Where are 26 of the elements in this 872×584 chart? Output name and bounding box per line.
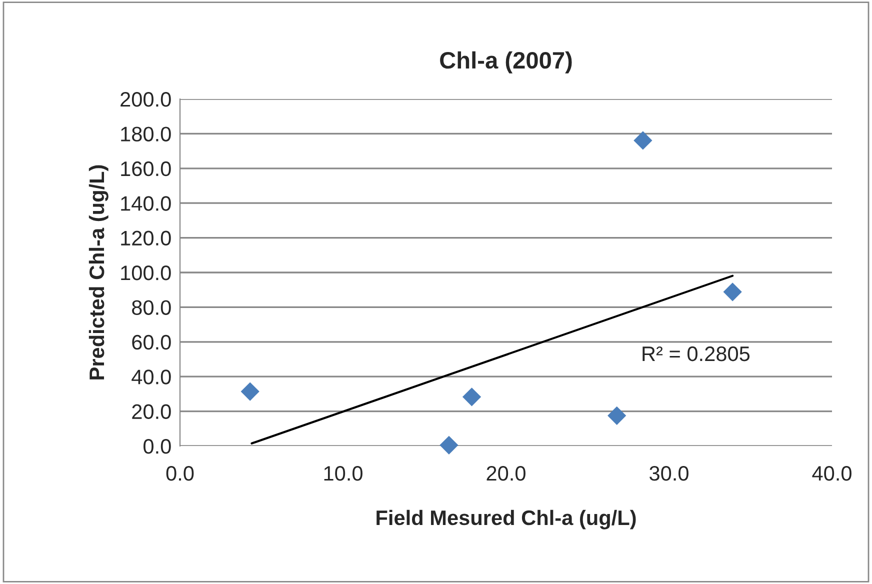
annotation: R² = 0.2805: [642, 346, 750, 362]
point: [723, 282, 742, 302]
chart-title: Chl-a (2007): [440, 51, 572, 74]
x-tick-label: 10.0: [324, 466, 362, 481]
y-tick-label: 60.0: [132, 334, 171, 350]
point: [634, 131, 652, 150]
x-tick-label: 30.0: [650, 466, 688, 481]
x-tick-label: 20.0: [486, 466, 526, 481]
point: [608, 406, 626, 425]
y-tick-label: 160.0: [121, 161, 171, 176]
y-tick-label: 40.0: [132, 370, 171, 384]
y-axis-title: Predicted Chl-a (ug/L): [88, 165, 108, 380]
y-tick-label: 120.0: [121, 230, 171, 246]
y-tick-label: 180.0: [121, 126, 171, 142]
y-tick-label: 140.0: [121, 196, 171, 211]
y-tick-label: 20.0: [132, 404, 171, 420]
x-tick-label: 40.0: [812, 466, 852, 481]
y-tick-label: 0.0: [144, 439, 171, 454]
y-tick-label: 100.0: [121, 266, 171, 280]
point: [462, 388, 482, 406]
point: [240, 382, 260, 401]
point: [440, 436, 458, 454]
x-axis-title: Field Mesured Chl-a (ug/L): [376, 510, 636, 530]
y-tick-label: 200.0: [120, 92, 171, 107]
y-tick-label: 80.0: [132, 300, 171, 315]
x-tick-label: 0.0: [166, 466, 194, 481]
